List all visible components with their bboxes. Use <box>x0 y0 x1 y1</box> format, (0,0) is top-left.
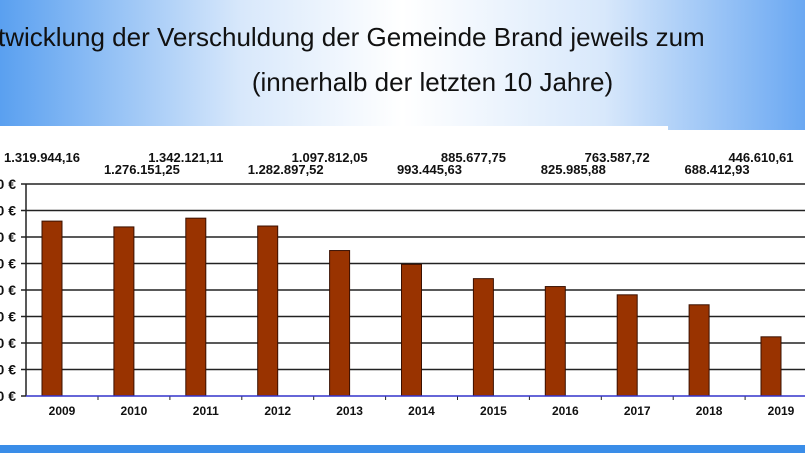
y-tick-label: 400.000 € <box>0 335 16 351</box>
data-label: 763.587,72 <box>585 150 650 165</box>
bar <box>472 278 494 397</box>
bar <box>688 304 710 397</box>
data-label: 446.610,61 <box>728 150 793 165</box>
y-tick-label: 1.200.000 € <box>0 229 16 245</box>
data-label: 1.342.121,11 <box>148 150 223 165</box>
bar <box>257 225 279 397</box>
data-label: 1.282.897,52 <box>248 162 324 177</box>
bar <box>616 294 638 397</box>
y-tick-label: 0 € <box>0 388 16 404</box>
chart-subtitle: (innerhalb der letzten 10 Jahre) <box>251 67 614 97</box>
data-label: 825.985,88 <box>541 162 606 177</box>
x-tick-label: 2011 <box>193 404 219 418</box>
bottom-strip <box>0 445 805 453</box>
bar <box>544 286 566 397</box>
x-tick-label: 2017 <box>624 404 651 418</box>
bar <box>329 250 351 397</box>
bar <box>41 220 63 397</box>
x-tick-label: 2014 <box>408 404 435 418</box>
y-tick-label: 600.000 € <box>0 309 16 325</box>
y-tick-label: 1.400.000 € <box>0 203 16 219</box>
bar <box>185 217 207 397</box>
chart-title: twicklung der Verschuldung der Gemeinde … <box>0 22 705 52</box>
data-label: 885.677,75 <box>441 150 506 165</box>
y-tick-label: 800.000 € <box>0 282 16 298</box>
data-label: 1.097.812,05 <box>292 150 368 165</box>
bar <box>113 226 135 397</box>
data-label: 1.319.944,16 <box>4 150 80 165</box>
bar <box>401 263 422 397</box>
x-tick-label: 2012 <box>264 404 291 418</box>
x-tick-label: 2019 <box>768 404 795 418</box>
x-tick-label: 2018 <box>696 404 723 418</box>
title-banner <box>0 0 805 130</box>
y-tick-label: 200.000 € <box>0 362 16 378</box>
bar <box>760 336 782 397</box>
data-label: 1.276.151,25 <box>104 162 180 177</box>
data-label: 688.412,93 <box>685 162 750 177</box>
x-tick-label: 2009 <box>49 404 76 418</box>
data-label: 993.445,63 <box>397 162 462 177</box>
y-tick-label: 1.000.000 € <box>0 256 16 272</box>
x-tick-label: 2010 <box>121 404 148 418</box>
chart-panel <box>0 126 668 134</box>
x-tick-label: 2013 <box>336 404 363 418</box>
x-tick-label: 2015 <box>480 404 507 418</box>
y-tick-label: 1.600.000 € <box>0 176 16 192</box>
x-tick-label: 2016 <box>552 404 579 418</box>
